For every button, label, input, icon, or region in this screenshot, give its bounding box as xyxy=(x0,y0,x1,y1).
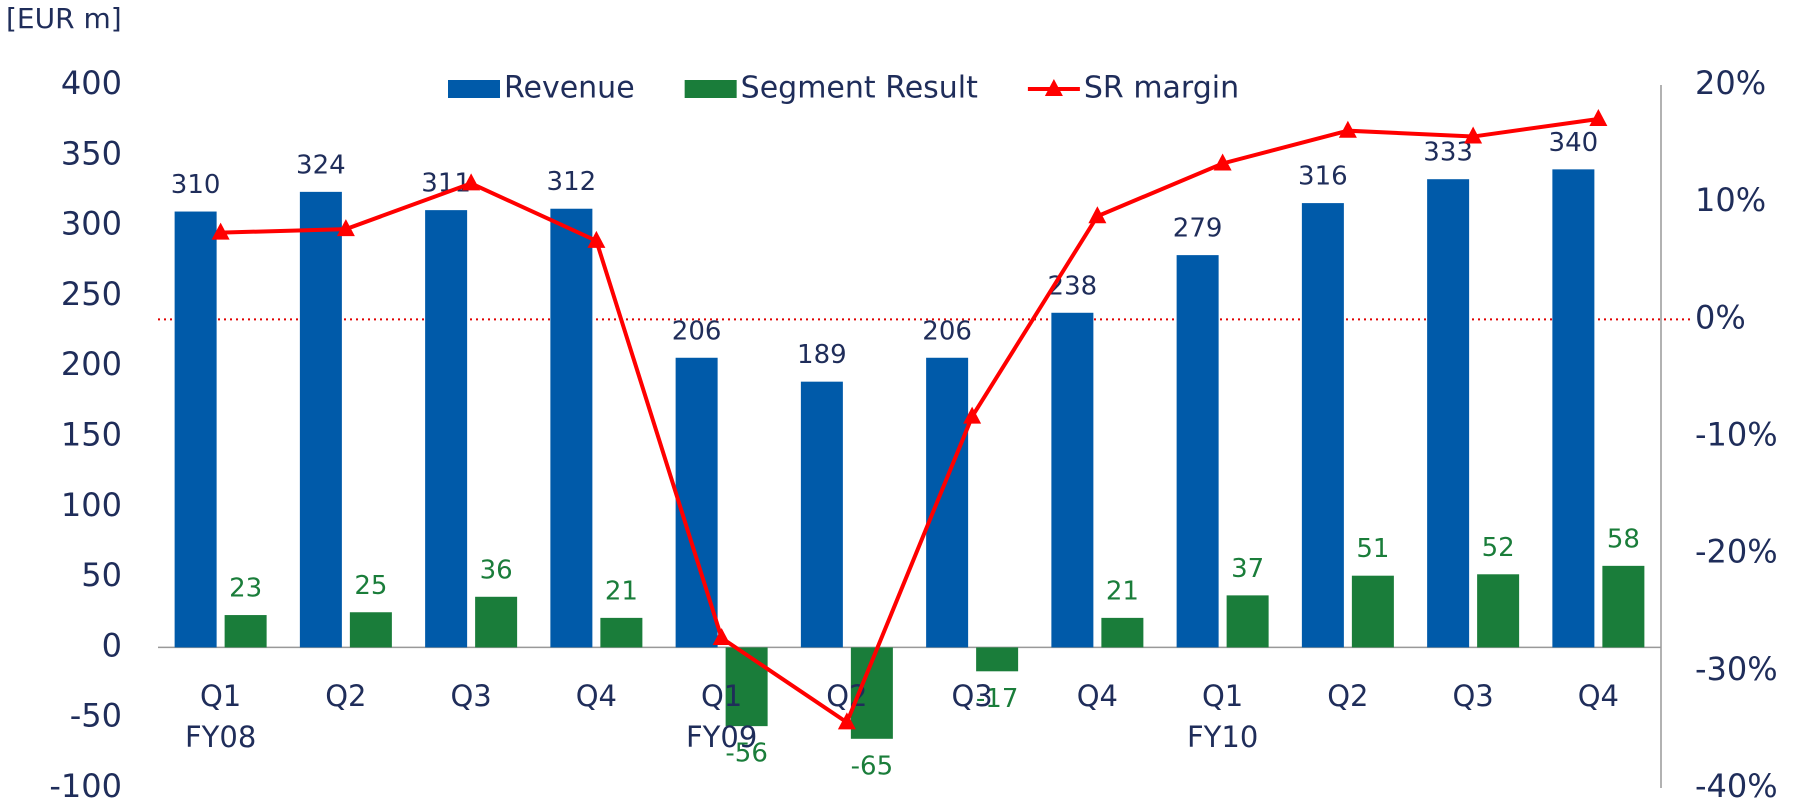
x-tick-label: Q1 xyxy=(701,679,742,713)
y-tick-label: 300 xyxy=(61,205,122,243)
bar xyxy=(1301,203,1344,648)
data-label: -65 xyxy=(851,751,893,781)
y2-tick-label: -10% xyxy=(1695,416,1778,454)
y-tick-label: 250 xyxy=(61,275,122,313)
y2-tick-label: -40% xyxy=(1695,767,1778,802)
bar xyxy=(725,647,768,727)
data-label: 25 xyxy=(354,571,387,601)
x-group-label: FY08 xyxy=(185,720,256,754)
x-tick-label: Q3 xyxy=(450,679,491,713)
bar xyxy=(1176,255,1219,648)
legend-label: Revenue xyxy=(504,71,635,106)
x-group-label: FY10 xyxy=(1187,720,1258,754)
data-label: 36 xyxy=(480,555,513,585)
x-tick-label: Q4 xyxy=(1578,679,1619,713)
data-label: 51 xyxy=(1356,534,1389,564)
y-tick-label: 100 xyxy=(61,486,122,524)
data-label: 324 xyxy=(296,150,346,180)
x-tick-label: Q1 xyxy=(200,679,241,713)
y2-tick-label: 0% xyxy=(1695,298,1746,336)
bar xyxy=(800,381,843,648)
marker xyxy=(1464,126,1483,144)
legend-label: SR margin xyxy=(1084,71,1239,106)
data-label: 312 xyxy=(547,167,597,197)
x-tick-label: Q1 xyxy=(1202,679,1243,713)
data-label: 206 xyxy=(672,316,722,346)
y2-tick-label: 20% xyxy=(1695,64,1766,102)
x-tick-label: Q3 xyxy=(951,679,992,713)
data-label: 279 xyxy=(1173,214,1223,244)
legend-swatch xyxy=(684,80,737,98)
data-label: 316 xyxy=(1298,162,1348,192)
marker xyxy=(837,712,856,730)
bar xyxy=(174,211,217,648)
marker xyxy=(963,406,982,424)
bar xyxy=(600,617,643,648)
y-tick-label: 0 xyxy=(102,626,122,664)
marker xyxy=(1213,153,1232,171)
y2-tick-label: 10% xyxy=(1695,181,1766,219)
marker xyxy=(211,222,230,240)
bar xyxy=(976,647,1019,672)
line xyxy=(220,116,1599,726)
data-label: 37 xyxy=(1231,554,1264,584)
x-tick-label: Q4 xyxy=(576,679,617,713)
x-tick-label: Q4 xyxy=(1077,679,1118,713)
data-label: 206 xyxy=(922,316,972,346)
y-tick-label: 150 xyxy=(61,416,122,454)
data-label: 340 xyxy=(1549,128,1599,158)
marker xyxy=(336,219,355,237)
y-tick-label: 50 xyxy=(81,556,122,594)
bar xyxy=(1602,565,1645,648)
marker xyxy=(1338,120,1357,138)
y-tick-label: 200 xyxy=(61,345,122,383)
data-label: -56 xyxy=(725,739,767,769)
marker xyxy=(712,628,731,646)
x-tick-label: Q2 xyxy=(1327,679,1368,713)
bar xyxy=(926,357,969,648)
bar xyxy=(425,210,468,648)
bar xyxy=(1226,595,1269,648)
bar xyxy=(1552,169,1595,648)
marker xyxy=(1088,206,1107,224)
bar xyxy=(224,615,267,648)
x-tick-label: Q2 xyxy=(325,679,366,713)
bar xyxy=(1477,574,1520,648)
bar xyxy=(1101,617,1144,648)
y-tick-label: 350 xyxy=(61,134,122,172)
data-label: -17 xyxy=(976,684,1018,714)
data-label: 21 xyxy=(605,576,638,606)
marker xyxy=(1589,108,1608,126)
x-tick-label: Q3 xyxy=(1452,679,1493,713)
legend-swatch xyxy=(1044,79,1063,96)
bar xyxy=(1051,312,1094,648)
y-tick-label: -50 xyxy=(70,697,122,735)
legend-swatch xyxy=(448,80,500,98)
legend-label: Segment Result xyxy=(741,71,978,106)
data-label: 58 xyxy=(1607,524,1640,554)
data-label: 21 xyxy=(1106,576,1139,606)
bar xyxy=(475,596,518,648)
bar xyxy=(1427,179,1470,648)
data-label: 23 xyxy=(229,574,262,604)
y-tick-label: 400 xyxy=(61,64,122,102)
bar xyxy=(1351,575,1394,648)
y2-tick-label: -30% xyxy=(1695,650,1778,688)
data-label: 310 xyxy=(171,170,221,200)
y-axis-label: [EUR m] xyxy=(6,2,122,35)
bar xyxy=(550,208,593,648)
y2-tick-label: -20% xyxy=(1695,533,1778,571)
bar xyxy=(349,612,392,648)
data-label: 52 xyxy=(1482,533,1515,563)
y-tick-label: -100 xyxy=(49,767,122,802)
x-group-label: FY09 xyxy=(686,720,757,754)
data-label: 189 xyxy=(797,340,847,370)
marker xyxy=(462,173,481,191)
marker xyxy=(587,230,606,248)
bar xyxy=(299,191,342,648)
